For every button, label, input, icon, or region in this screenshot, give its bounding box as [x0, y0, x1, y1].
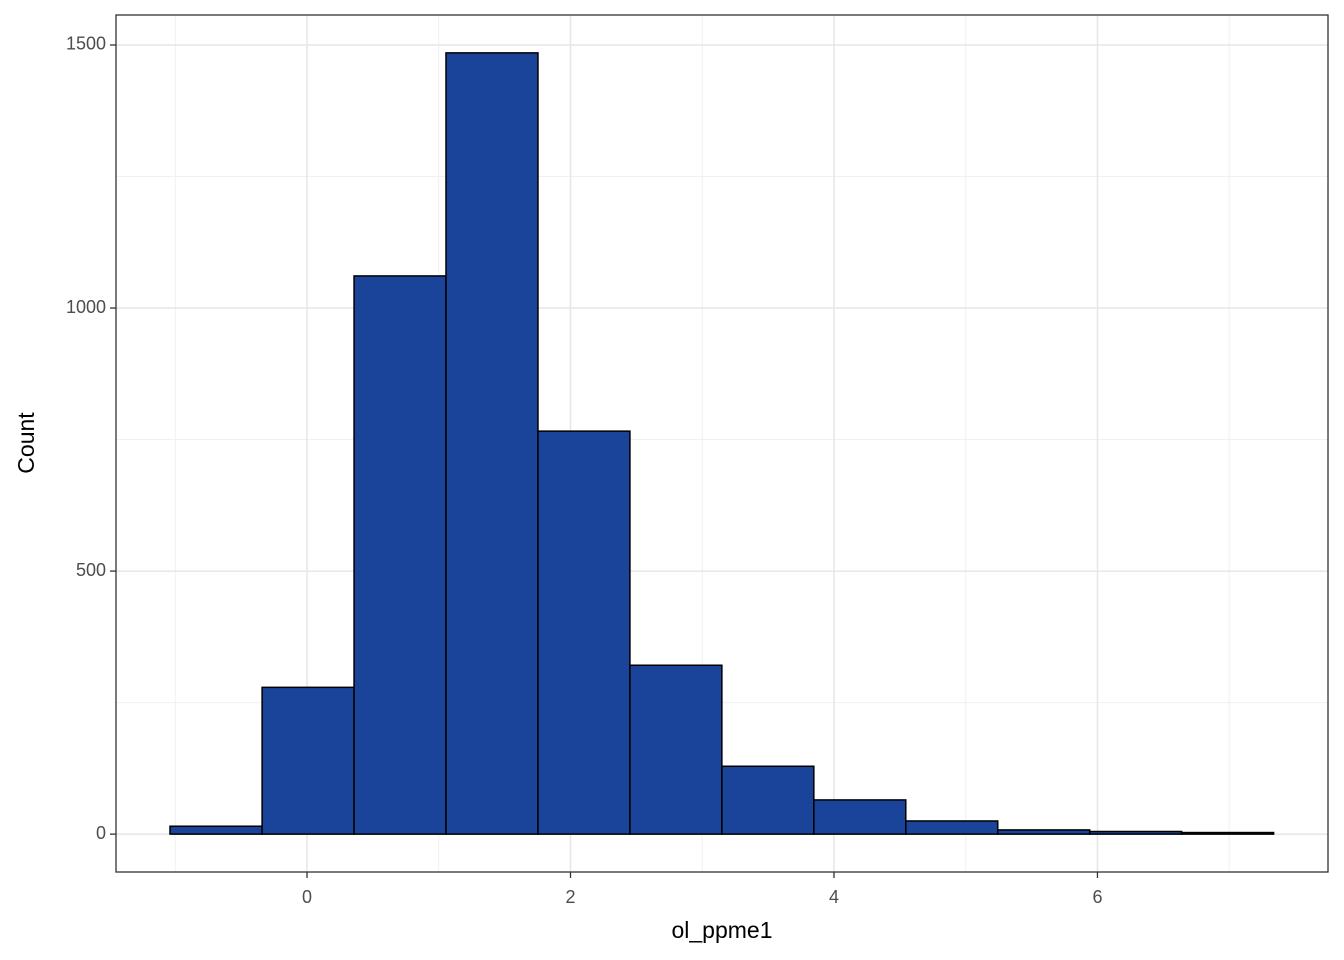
x-axis-title: ol_ppme1	[671, 917, 772, 943]
bar	[813, 799, 907, 835]
bar	[996, 829, 1091, 835]
x-tick-label: 0	[302, 887, 312, 907]
bar	[629, 664, 723, 835]
x-tick-label: 4	[829, 887, 839, 907]
y-tick-label: 1000	[66, 297, 106, 317]
x-tick-label: 6	[1092, 887, 1102, 907]
panel-border	[115, 14, 1329, 873]
bar	[353, 275, 447, 835]
bar	[445, 52, 539, 835]
y-axis-title: Count	[13, 412, 39, 474]
bar	[1180, 831, 1275, 835]
bar	[905, 820, 999, 835]
x-tick-label: 2	[565, 887, 575, 907]
bar	[537, 430, 631, 835]
bar	[1088, 830, 1183, 835]
bar	[169, 825, 263, 835]
bar	[721, 765, 815, 835]
y-tick-label: 500	[76, 560, 106, 580]
y-tick-label: 1500	[66, 34, 106, 54]
bar	[261, 686, 355, 835]
y-tick-label: 0	[96, 823, 106, 843]
